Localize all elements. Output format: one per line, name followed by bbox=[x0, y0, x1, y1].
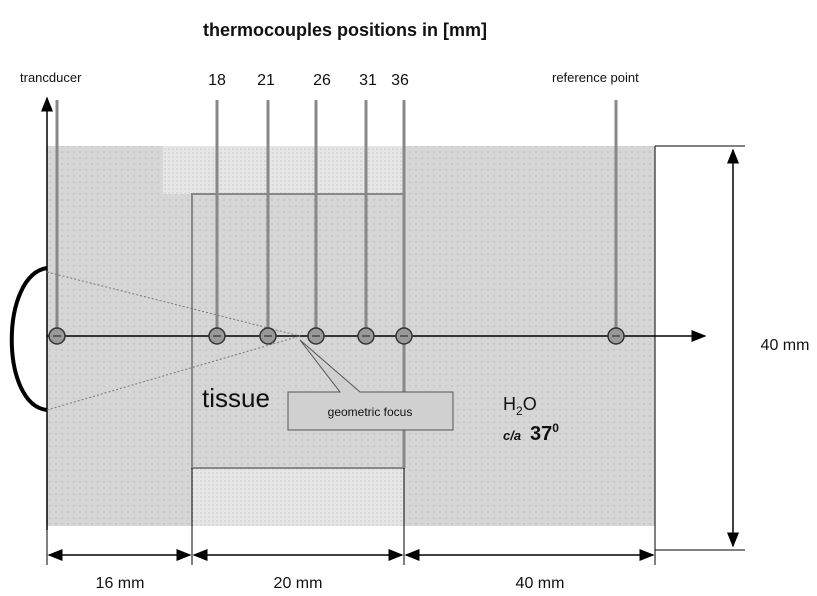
position-label: 18 bbox=[208, 72, 226, 89]
medium-label: H2O bbox=[503, 394, 537, 418]
beam-edge bbox=[46, 271, 301, 337]
temperature-label: 370 bbox=[530, 421, 559, 445]
tissue-bottom bbox=[192, 468, 404, 526]
medium-rest: O bbox=[523, 394, 537, 414]
segment-label: 16 mm bbox=[96, 575, 145, 592]
tissue-label: tissue bbox=[202, 383, 270, 413]
segment-label: 40 mm bbox=[516, 575, 565, 592]
medium-name: H bbox=[503, 394, 516, 414]
tissue-top bbox=[163, 146, 404, 194]
temperature-sup: 0 bbox=[552, 421, 559, 435]
reference-label: reference point bbox=[552, 70, 639, 85]
title: thermocouples positions in [mm] bbox=[203, 20, 487, 40]
medium-sub: 2 bbox=[516, 404, 523, 418]
transducer-label: trancducer bbox=[20, 70, 82, 85]
segment-label: 20 mm bbox=[274, 575, 323, 592]
probes bbox=[55, 100, 618, 468]
position-label: 36 bbox=[391, 72, 409, 89]
temperature-value: 37 bbox=[530, 423, 552, 445]
position-label: 26 bbox=[313, 72, 331, 89]
dimension-lines bbox=[46, 145, 745, 565]
focus-label: geometric focus bbox=[328, 405, 413, 419]
position-label: 31 bbox=[359, 72, 377, 89]
focus-callout bbox=[287, 339, 454, 431]
transducer bbox=[9, 266, 48, 412]
temperature-prefix: c/a bbox=[503, 428, 521, 443]
height-label: 40 mm bbox=[761, 337, 810, 354]
position-label: 21 bbox=[257, 72, 275, 89]
